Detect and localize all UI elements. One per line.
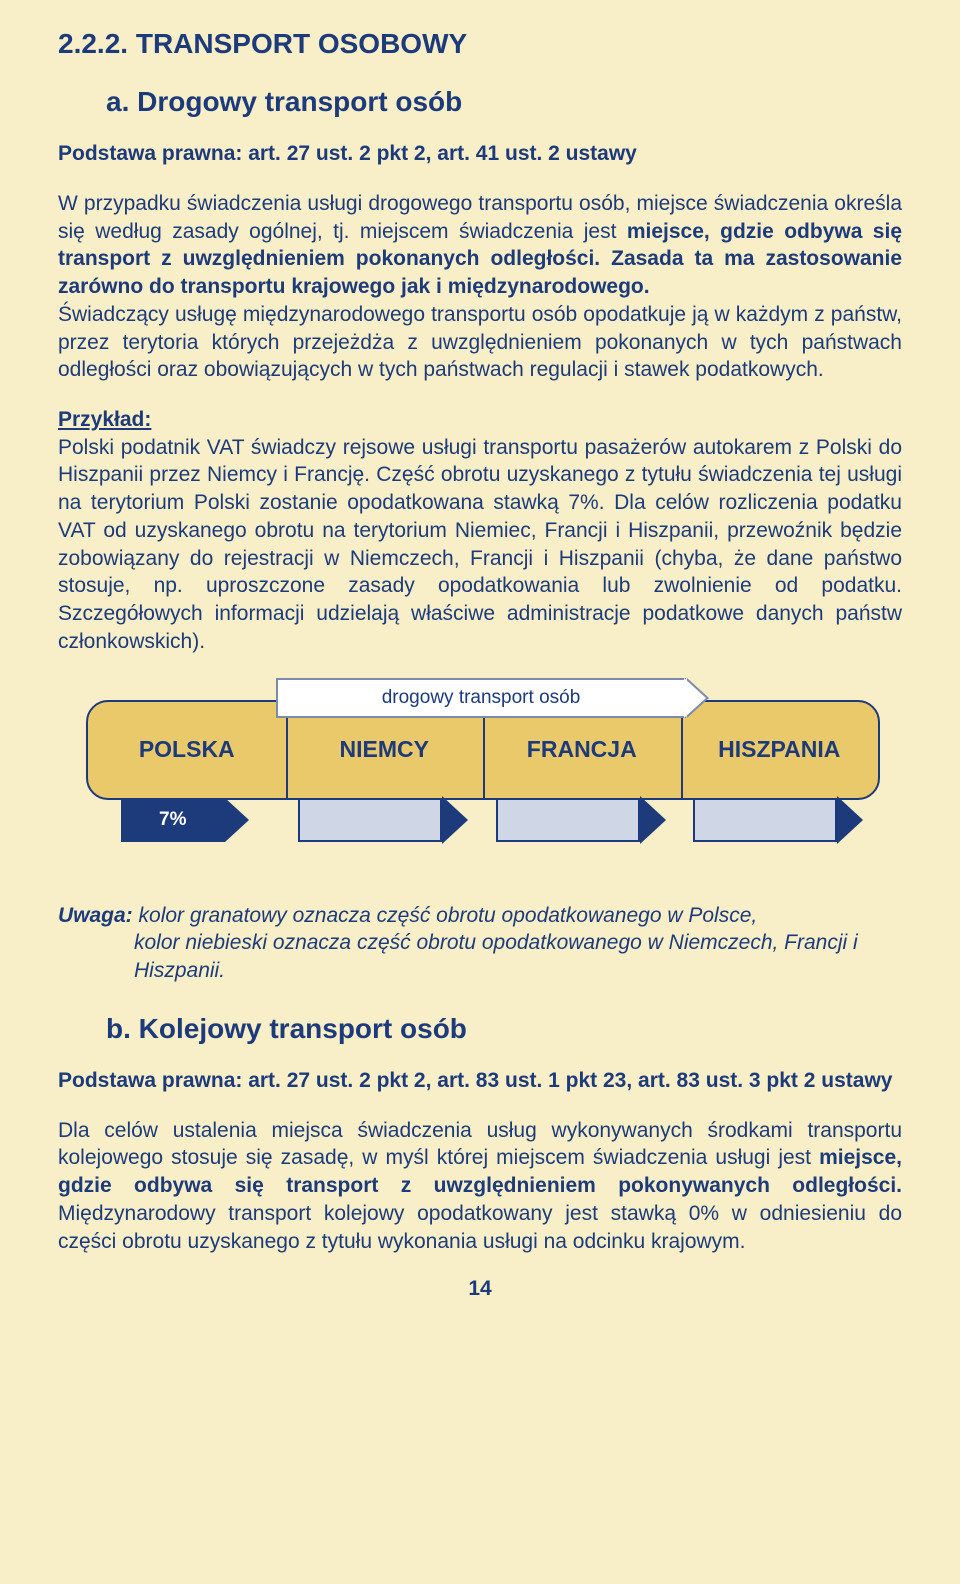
light-arrow-2 bbox=[496, 800, 664, 840]
note-line1: kolor granatowy oznacza część obrotu opo… bbox=[139, 904, 758, 927]
example-block: Przykład: Polski podatnik VAT świadczy r… bbox=[58, 406, 902, 655]
subsection-b-heading: b. Kolejowy transport osób bbox=[106, 1013, 902, 1045]
example-label: Przykład: bbox=[58, 408, 151, 431]
section-heading: 2.2.2. TRANSPORT OSOBOWY bbox=[58, 28, 902, 60]
paragraph-1: W przypadku świadczenia usługi drogowego… bbox=[58, 190, 902, 384]
subsection-a-heading: a. Drogowy transport osób bbox=[106, 86, 902, 118]
note-line2: kolor niebieski oznacza część obrotu opo… bbox=[58, 929, 902, 984]
diagram-top-label: drogowy transport osób bbox=[276, 678, 686, 718]
legal-basis-a: Podstawa prawna: art. 27 ust. 2 pkt 2, a… bbox=[58, 142, 902, 166]
paragraph-b: Dla celów ustalenia miejsca świadczenia … bbox=[58, 1117, 902, 1256]
diagram-arrow-row: 7% bbox=[86, 798, 876, 842]
example-text: Polski podatnik VAT świadczy rejsowe usł… bbox=[58, 436, 902, 653]
note-block: Uwaga: kolor granatowy oznacza część obr… bbox=[58, 902, 902, 985]
light-arrow-1 bbox=[298, 800, 466, 840]
light-arrow-3 bbox=[693, 800, 861, 840]
transport-diagram: POLSKA NIEMCY FRANCJA HISZPANIA drogowy … bbox=[58, 678, 902, 878]
para-b-post: Międzynarodowy transport kolejowy opodat… bbox=[58, 1202, 902, 1253]
para1-post: Świadczący usługę międzynarodowego trans… bbox=[58, 303, 902, 381]
diagram-country-3: HISZPANIA bbox=[681, 702, 879, 798]
rate-label: 7% bbox=[121, 798, 225, 842]
page-number: 14 bbox=[58, 1277, 902, 1301]
arrow-head-icon bbox=[225, 798, 249, 842]
diagram-country-0: POLSKA bbox=[88, 702, 286, 798]
note-label: Uwaga: bbox=[58, 904, 139, 927]
rate-arrow-dark: 7% bbox=[121, 800, 249, 840]
legal-basis-b: Podstawa prawna: art. 27 ust. 2 pkt 2, a… bbox=[58, 1069, 902, 1093]
para-b-pre: Dla celów ustalenia miejsca świadczenia … bbox=[58, 1119, 902, 1170]
